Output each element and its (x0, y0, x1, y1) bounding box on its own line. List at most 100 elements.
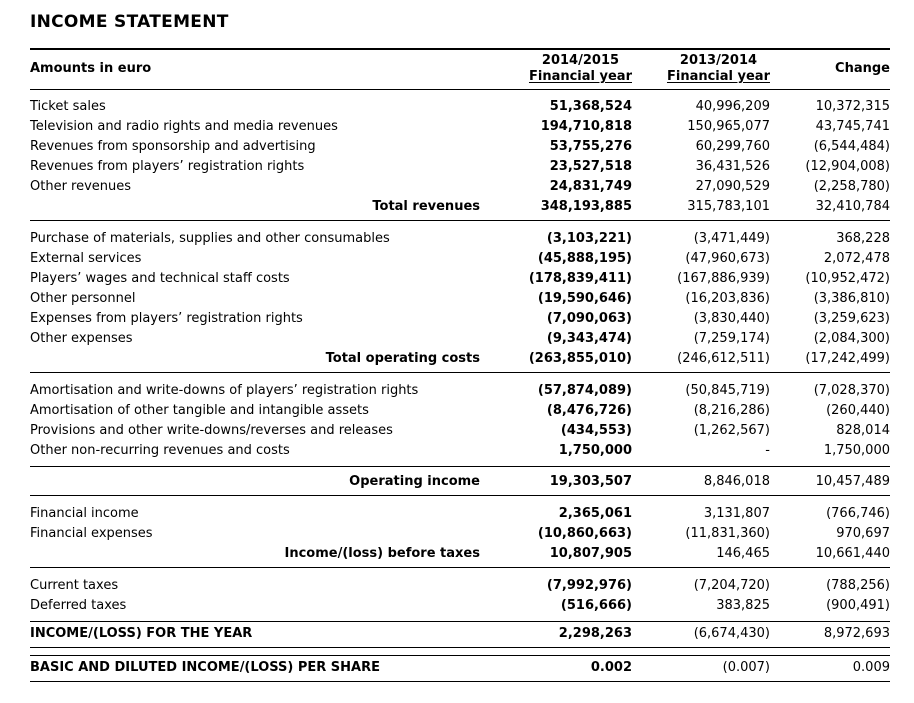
value-fy-2013-2014: 40,996,209 (695, 99, 770, 114)
value-fy-2013-2014: (6,674,430) (693, 626, 770, 641)
value-fy-2014-2015: (516,666) (560, 598, 632, 613)
page-title: INCOME STATEMENT (30, 12, 229, 32)
value-fy-2014-2015: 10,807,905 (549, 546, 632, 561)
value-fy-2014-2015: 53,755,276 (549, 139, 632, 154)
value-fy-2014-2015: (10,860,663) (537, 526, 632, 541)
header-fy-2013-2014-subtitle: Financial year (666, 69, 770, 84)
value-fy-2013-2014: (8,216,286) (693, 403, 770, 418)
row-label: INCOME/(LOSS) FOR THE YEAR (30, 626, 253, 641)
value-change: (2,258,780) (813, 179, 890, 194)
value-fy-2013-2014: 8,846,018 (703, 474, 770, 489)
row-label: Revenues from players’ registration righ… (30, 159, 305, 174)
value-change: 0.009 (852, 660, 890, 675)
value-change: 2,072,478 (823, 251, 890, 266)
value-change: (260,440) (826, 403, 890, 418)
value-fy-2013-2014: (50,845,719) (685, 383, 770, 398)
value-change: (6,544,484) (813, 139, 890, 154)
table-row: Purchase of materials, supplies and othe… (30, 229, 890, 249)
table-row: External services (45,888,195) (47,960,673… (30, 249, 890, 269)
table-row: Provisions and other write-downs/reverse… (30, 421, 890, 441)
value-fy-2014-2015: (7,992,976) (546, 578, 632, 593)
table-row: Operating income 19,303,507 8,846,018 10,45… (30, 466, 890, 496)
table-header: Amounts in euro 2014/2015 Financial year… (30, 48, 890, 90)
value-fy-2014-2015: 24,831,749 (549, 179, 632, 194)
row-label: Financial income (30, 506, 139, 521)
row-label: Provisions and other write-downs/reverse… (30, 423, 393, 438)
row-label: Amortisation and write-downs of players’… (30, 383, 419, 398)
value-change: 10,372,315 (815, 99, 890, 114)
header-amounts-in-euro: Amounts in euro (30, 61, 152, 76)
value-fy-2014-2015: 194,710,818 (540, 119, 632, 134)
row-label: Current taxes (30, 578, 119, 593)
income-statement-page: INCOME STATEMENT Amounts in euro 2014/20… (30, 12, 890, 682)
row-label: Players’ wages and technical staff costs (30, 271, 290, 286)
value-fy-2013-2014: 36,431,526 (695, 159, 770, 174)
table-row: Current taxes (7,992,976) (7,204,720) (788,… (30, 576, 890, 596)
value-fy-2013-2014: - (765, 443, 770, 458)
row-label: Expenses from players’ registration righ… (30, 311, 303, 326)
value-fy-2013-2014: (1,262,567) (693, 423, 770, 438)
header-fy-2014-2015-subtitle: Financial year (528, 69, 632, 84)
value-fy-2014-2015: 0.002 (590, 660, 632, 675)
row-label: Financial expenses (30, 526, 153, 541)
value-change: (766,746) (826, 506, 890, 521)
value-change: 828,014 (836, 423, 890, 438)
table-row: Total revenues 348,193,885 315,783,101 32,4… (30, 197, 890, 221)
value-fy-2014-2015: 23,527,518 (549, 159, 632, 174)
table-row: Amortisation of other tangible and intan… (30, 401, 890, 421)
row-label: Revenues from sponsorship and advertisin… (30, 139, 316, 154)
table-row: Other non-recurring revenues and costs 1,… (30, 441, 890, 461)
table-row: INCOME/(LOSS) FOR THE YEAR 2,298,263 (6,67… (30, 621, 890, 648)
value-fy-2014-2015: (9,343,474) (546, 331, 632, 346)
value-fy-2013-2014: 27,090,529 (695, 179, 770, 194)
income-statement-table: Amounts in euro 2014/2015 Financial year… (30, 48, 890, 682)
table-row: Expenses from players’ registration righ… (30, 309, 890, 329)
value-change: (3,259,623) (813, 311, 890, 326)
value-fy-2013-2014: (246,612,511) (677, 351, 770, 366)
table-row: Other personnel (19,590,646) (16,203,836) (… (30, 289, 890, 309)
value-change: (12,904,008) (805, 159, 890, 174)
value-fy-2013-2014: 383,825 (716, 598, 770, 613)
row-label: Other non-recurring revenues and costs (30, 443, 290, 458)
table-row: Television and radio rights and media re… (30, 117, 890, 137)
row-label: Other personnel (30, 291, 136, 306)
value-change: 368,228 (836, 231, 890, 246)
header-fy-2014-2015-year: 2014/2015 (541, 53, 620, 68)
value-fy-2014-2015: 2,298,263 (558, 626, 632, 641)
row-label: Ticket sales (30, 99, 106, 114)
table-row: Deferred taxes (516,666) 383,825 (900,491) (30, 596, 890, 616)
value-fy-2013-2014: 315,783,101 (687, 199, 770, 214)
value-change: (10,952,472) (805, 271, 890, 286)
row-label: Other expenses (30, 331, 133, 346)
value-fy-2013-2014: (0.007) (722, 660, 770, 675)
value-fy-2013-2014: (3,830,440) (693, 311, 770, 326)
value-fy-2014-2015: (434,553) (560, 423, 632, 438)
value-fy-2014-2015: (178,839,411) (528, 271, 632, 286)
value-fy-2014-2015: 19,303,507 (549, 474, 632, 489)
value-fy-2013-2014: (7,259,174) (693, 331, 770, 346)
value-fy-2013-2014: (11,831,360) (685, 526, 770, 541)
row-label: Operating income (349, 474, 480, 489)
value-change: (2,084,300) (813, 331, 890, 346)
header-fy-2013-2014-group: 2013/2014 Financial year (667, 53, 770, 85)
section-operating-costs: Purchase of materials, supplies and othe… (30, 229, 890, 373)
value-fy-2014-2015: 348,193,885 (540, 199, 632, 214)
value-change: 43,745,741 (815, 119, 890, 134)
header-fy-2013-2014-year: 2013/2014 (679, 53, 758, 68)
table-row: Players’ wages and technical staff costs… (30, 269, 890, 289)
table-row: Revenues from players’ registration righ… (30, 157, 890, 177)
section-taxes: Current taxes (7,992,976) (7,204,720) (788,… (30, 576, 890, 648)
value-fy-2013-2014: (3,471,449) (693, 231, 770, 246)
value-change: (3,386,810) (813, 291, 890, 306)
value-fy-2013-2014: 146,465 (716, 546, 770, 561)
value-fy-2014-2015: (263,855,010) (528, 351, 632, 366)
table-row: Revenues from sponsorship and advertisin… (30, 137, 890, 157)
value-fy-2014-2015: 2,365,061 (558, 506, 632, 521)
value-change: 10,661,440 (815, 546, 890, 561)
value-fy-2013-2014: 150,965,077 (687, 119, 770, 134)
row-label: Income/(loss) before taxes (284, 546, 480, 561)
row-label: External services (30, 251, 142, 266)
table-row: BASIC AND DILUTED INCOME/(LOSS) PER SHAR… (30, 655, 890, 682)
row-label: Other revenues (30, 179, 132, 194)
value-fy-2014-2015: (57,874,089) (537, 383, 632, 398)
